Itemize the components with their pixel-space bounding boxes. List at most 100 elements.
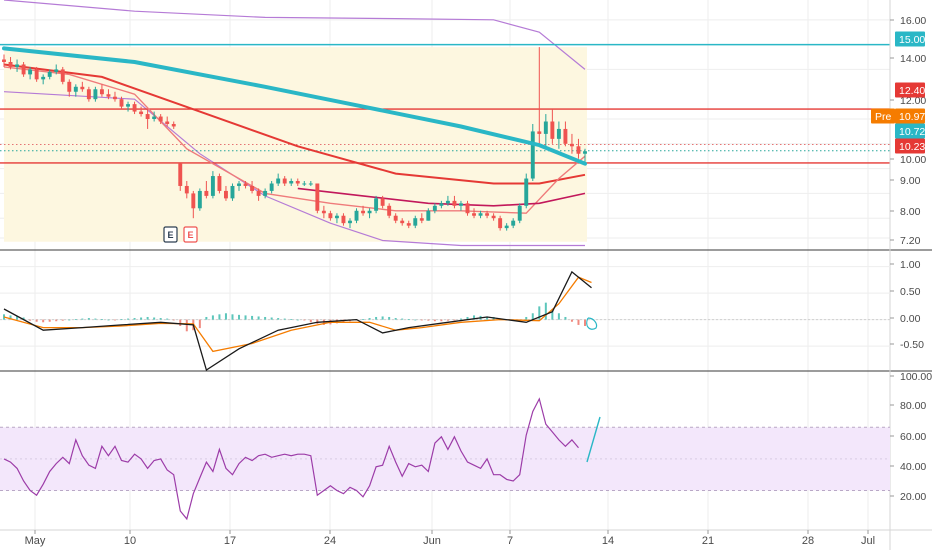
candle[interactable]: [380, 195, 385, 209]
candle[interactable]: [530, 123, 535, 182]
candle[interactable]: [569, 133, 574, 154]
candle[interactable]: [472, 208, 476, 219]
candle[interactable]: [452, 195, 457, 209]
candle[interactable]: [321, 205, 326, 219]
candle[interactable]: [28, 66, 33, 80]
candle[interactable]: [80, 81, 85, 92]
candle[interactable]: [517, 203, 522, 224]
candle[interactable]: [393, 213, 398, 224]
candle[interactable]: [459, 200, 463, 211]
candle[interactable]: [132, 101, 137, 115]
candle[interactable]: [2, 54, 6, 67]
candle[interactable]: [263, 188, 268, 199]
candle[interactable]: [419, 213, 424, 224]
candle[interactable]: [126, 101, 130, 112]
candle[interactable]: [230, 183, 235, 201]
candle[interactable]: [204, 181, 209, 199]
candle[interactable]: [543, 114, 548, 147]
candle[interactable]: [223, 185, 228, 201]
time-axis-label: 21: [702, 535, 714, 547]
candle[interactable]: [237, 181, 241, 191]
candle[interactable]: [361, 205, 366, 216]
candle[interactable]: [537, 47, 542, 147]
candle[interactable]: [99, 84, 104, 97]
candle[interactable]: [400, 218, 405, 226]
candle[interactable]: [217, 173, 222, 194]
candle[interactable]: [269, 181, 274, 194]
candle[interactable]: [289, 178, 294, 186]
candle[interactable]: [478, 210, 483, 219]
candle[interactable]: [426, 208, 431, 221]
candle[interactable]: [158, 114, 163, 124]
candle[interactable]: [15, 59, 20, 72]
candle[interactable]: [485, 210, 490, 219]
candle[interactable]: [387, 203, 392, 219]
candle[interactable]: [54, 64, 59, 75]
candle-body: [269, 183, 274, 191]
candle[interactable]: [334, 213, 339, 224]
candle[interactable]: [8, 57, 13, 70]
candle[interactable]: [308, 181, 313, 186]
candle[interactable]: [563, 121, 568, 147]
earnings-marker[interactable]: E: [163, 226, 178, 243]
candle[interactable]: [86, 86, 91, 102]
candle[interactable]: [315, 183, 320, 214]
candle[interactable]: [106, 89, 111, 100]
candle[interactable]: [295, 178, 300, 186]
candle[interactable]: [374, 195, 379, 214]
candle[interactable]: [113, 91, 117, 102]
candle[interactable]: [511, 218, 516, 229]
candle[interactable]: [276, 173, 281, 186]
candle[interactable]: [165, 116, 170, 127]
candle[interactable]: [178, 163, 183, 191]
candle[interactable]: [556, 121, 561, 149]
candle[interactable]: [348, 218, 352, 229]
candle[interactable]: [243, 181, 248, 189]
candle[interactable]: [432, 203, 437, 214]
candle[interactable]: [47, 69, 52, 80]
candle[interactable]: [465, 200, 470, 216]
candle[interactable]: [341, 213, 346, 226]
candle[interactable]: [524, 173, 529, 209]
macd-histogram-bar: [394, 318, 397, 320]
candle[interactable]: [504, 223, 509, 231]
candle[interactable]: [250, 181, 255, 194]
candle[interactable]: [93, 86, 98, 102]
candle[interactable]: [256, 188, 261, 201]
candle[interactable]: [41, 74, 46, 85]
candle[interactable]: [367, 208, 372, 219]
candle[interactable]: [139, 106, 144, 117]
price-tag-label: 12.40: [899, 85, 925, 97]
candle[interactable]: [184, 181, 189, 199]
candle[interactable]: [152, 111, 157, 122]
candle[interactable]: [145, 109, 150, 129]
candle[interactable]: [67, 79, 72, 97]
candle[interactable]: [171, 121, 176, 129]
candle[interactable]: [498, 215, 503, 231]
candle[interactable]: [406, 220, 411, 229]
candle[interactable]: [491, 213, 496, 221]
candle[interactable]: [354, 208, 359, 224]
candle[interactable]: [413, 215, 418, 229]
earnings-marker[interactable]: E: [183, 226, 198, 243]
candle[interactable]: [583, 148, 587, 164]
candle[interactable]: [60, 66, 65, 85]
candle[interactable]: [439, 200, 444, 209]
candle[interactable]: [191, 190, 196, 219]
candle[interactable]: [282, 176, 287, 186]
candle[interactable]: [445, 195, 450, 206]
candle[interactable]: [302, 181, 307, 186]
candle[interactable]: [197, 188, 202, 211]
candle[interactable]: [550, 109, 555, 144]
candle[interactable]: [73, 84, 78, 97]
candle[interactable]: [576, 138, 581, 159]
candle[interactable]: [21, 61, 26, 77]
candle[interactable]: [328, 210, 333, 221]
moving-average-thick: [2, 46, 587, 166]
price-tag-label: 10.97: [899, 111, 925, 123]
candle[interactable]: [119, 96, 124, 110]
candle[interactable]: [210, 171, 215, 199]
candle[interactable]: [34, 66, 39, 82]
